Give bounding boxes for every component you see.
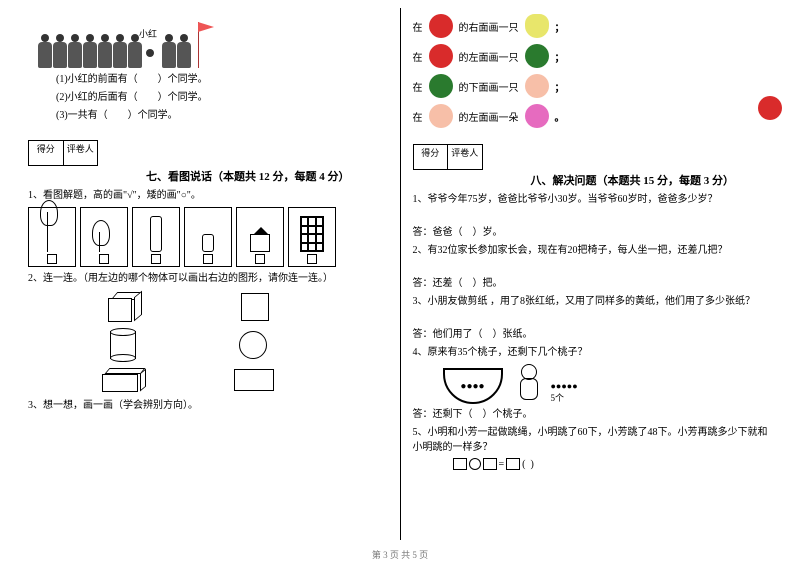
- basket-icon: ●●●●: [443, 368, 503, 404]
- shape-row-3: [58, 368, 318, 392]
- fruit-row-3: 在 的下面画一只 ；: [413, 74, 773, 98]
- a8-2: 答：还差（ ）把。: [413, 276, 773, 291]
- watermelon-icon: [429, 74, 453, 98]
- score-box: 得分 评卷人: [413, 144, 483, 170]
- xiaohong-label: 小红: [139, 29, 157, 39]
- fruit-row-1: 在 的右面画一只 ；: [413, 14, 773, 38]
- q8-5: 5、小明和小芳一起做跳绳，小明跳了60下，小芳跳了48下。小芳再跳多少下就和小明…: [413, 425, 773, 455]
- q-back: (2)小红的后面有（ ）个同学。: [56, 90, 388, 105]
- equation-boxes: =( ): [453, 458, 773, 470]
- a8-4: 答：还剩下（ ）个桃子。: [413, 407, 773, 422]
- right-column: 在 的右面画一只 ； 在 的左面画一只 ； 在 的下面画一只 ； 在 的左面画一…: [405, 8, 781, 540]
- peach-icon: [429, 104, 453, 128]
- shape-row-2: [58, 328, 318, 362]
- q8-1: 1、爷爷今年75岁，爸爸比爷爷小30岁。当爷爷60岁时，爸爸多少岁？: [413, 192, 773, 207]
- fruit-row-2: 在 的左面画一只 ；: [413, 44, 773, 68]
- q7-1: 1、看图解题，高的画"√"，矮的画"○"。: [28, 188, 388, 203]
- a8-1: 答：爸爸（ ）岁。: [413, 225, 773, 240]
- fruit-row-4: 在 的左面画一朵 。: [413, 104, 773, 128]
- q8-2: 2、有32位家长参加家长会，现在有20把椅子，每人坐一把，还差几把？: [413, 243, 773, 258]
- q-total: (3)一共有（ ）个同学。: [56, 108, 388, 123]
- flower-icon: [525, 104, 549, 128]
- q8-3: 3、小朋友做剪纸 ，用了8张红纸，又用了同样多的黄纸，他们用了多少张纸？: [413, 294, 773, 309]
- grader-label: 评卷人: [64, 141, 98, 165]
- watermelon-icon: [525, 44, 549, 68]
- peach-icon: [525, 74, 549, 98]
- section7-title: 七、看图说话（本题共 12 分，每题 4 分）: [108, 168, 388, 184]
- boy-icon: [513, 364, 543, 404]
- page-footer: 第 3 页 共 5 页: [0, 548, 800, 561]
- left-column: 小红 (1)小红的前面有（ ）个同学。 (2)小红的后面有（ ）个同学。 (3)…: [20, 8, 396, 540]
- score-label: 得分: [414, 145, 449, 169]
- apple-icon: [429, 44, 453, 68]
- a8-3: 答：他们用了（ ）张纸。: [413, 327, 773, 342]
- shape-row-1: [58, 292, 318, 322]
- flag-icon: [198, 22, 199, 68]
- kids-illustration: 小红: [38, 8, 388, 68]
- five-label: 5个: [551, 393, 565, 403]
- column-divider: [400, 8, 401, 540]
- q7-2: 2、连一连。（用左边的哪个物体可以画出右边的图形，请你连一连。）: [28, 271, 388, 286]
- picture-panels: [28, 207, 388, 267]
- score-label: 得分: [29, 141, 64, 165]
- pear-icon: [525, 14, 549, 38]
- apple-icon: [429, 14, 453, 38]
- floating-apple-icon: [758, 96, 782, 123]
- q-front: (1)小红的前面有（ ）个同学。: [56, 72, 388, 87]
- q7-3: 3、想一想，画一画（学会辨别方向）。: [28, 398, 388, 413]
- grader-label: 评卷人: [448, 145, 482, 169]
- q8-4: 4、原来有35个桃子，还剩下几个桃子？: [413, 345, 773, 360]
- section8-title: 八、解决问题（本题共 15 分，每题 3 分）: [493, 172, 773, 188]
- score-box: 得分 评卷人: [28, 140, 98, 166]
